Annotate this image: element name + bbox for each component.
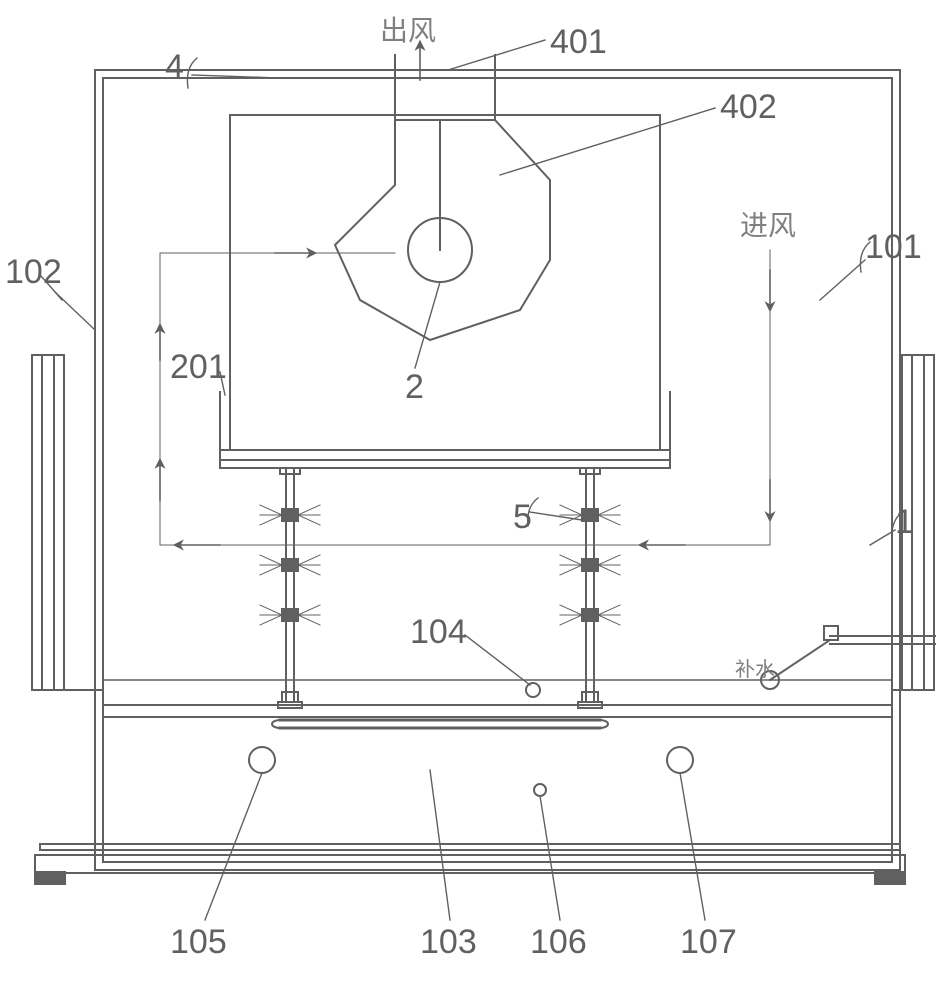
cn-out-air: 出风 [380,17,436,45]
label-5: 5 [513,500,532,534]
label-1: 1 [895,505,914,539]
label-102: 102 [5,255,62,289]
label-402: 402 [720,90,777,124]
schematic-svg [0,0,952,1000]
diagram-stage: 401 402 4 101 102 2 201 5 1 104 105 103 … [0,0,952,1000]
cn-refill: 补水 [735,660,775,680]
label-104: 104 [410,615,467,649]
label-101: 101 [865,230,922,264]
label-105: 105 [170,925,227,959]
label-107: 107 [680,925,737,959]
label-103: 103 [420,925,477,959]
cn-in-air: 进风 [740,212,796,240]
label-2: 2 [405,370,424,404]
label-106: 106 [530,925,587,959]
label-4: 4 [165,50,184,84]
label-201: 201 [170,350,227,384]
label-401: 401 [550,25,607,59]
